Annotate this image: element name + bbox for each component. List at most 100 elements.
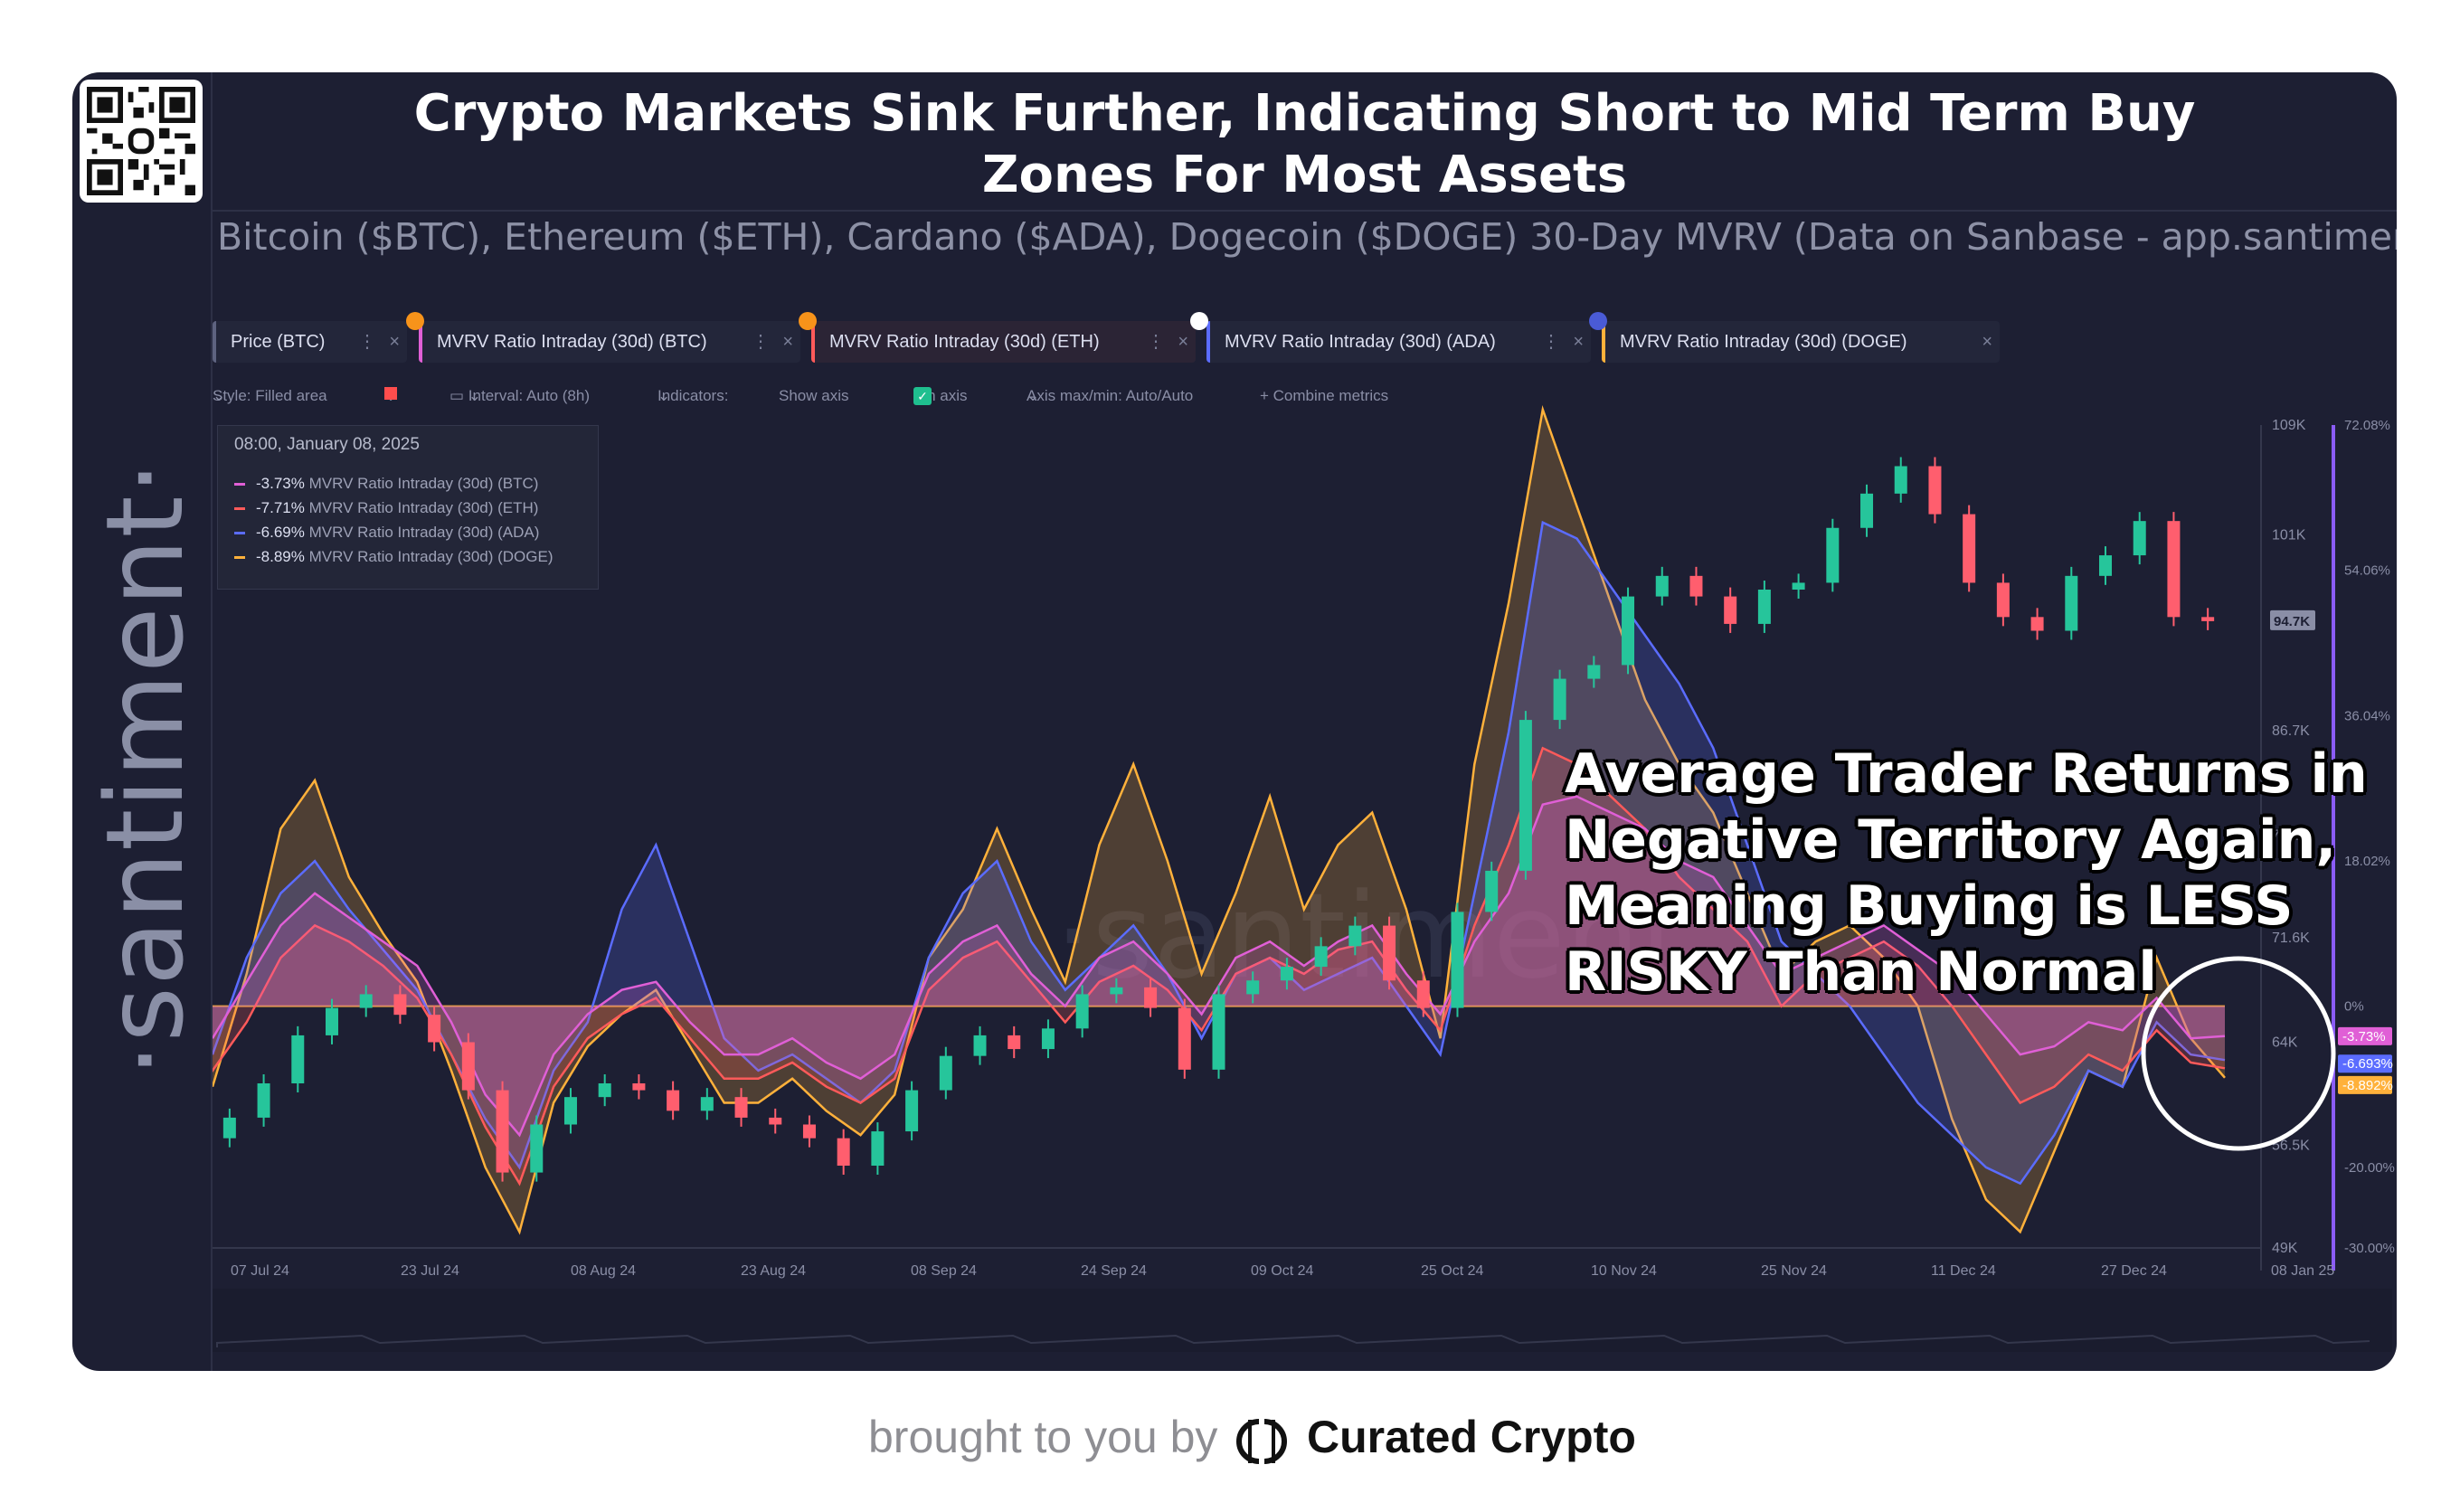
axis-minmax-select[interactable]: Axis max/min: Auto/Auto ⌄ xyxy=(1027,387,1194,404)
price-candle xyxy=(291,1035,305,1083)
qr-code[interactable] xyxy=(80,80,203,203)
price-candle xyxy=(1622,596,1635,666)
price-candle xyxy=(1928,466,1942,515)
mvrv-tick-label: -30.00% xyxy=(2344,1241,2395,1256)
more-icon[interactable]: ⋮ xyxy=(1147,332,1165,352)
indicators-select[interactable]: Indicators: ⌄ xyxy=(658,387,729,404)
price-tick-label: 71.6K xyxy=(2272,931,2310,946)
mvrv-tick-label: 36.04% xyxy=(2344,708,2390,723)
price-candle xyxy=(1757,590,1771,624)
price-candle xyxy=(667,1090,680,1111)
annotation-line: Negative Territory Again, xyxy=(1565,808,2337,872)
annotation-line: Meaning Buying is LESS xyxy=(1565,874,2294,938)
price-candle xyxy=(973,1035,987,1056)
current-price-badge xyxy=(2270,610,2315,630)
price-candle xyxy=(359,994,373,1008)
price-candle xyxy=(1314,946,1328,968)
price-candle xyxy=(2030,617,2044,631)
legend-row-doge: -8.89% MVRV Ratio Intraday (30d) (DOGE) xyxy=(234,548,554,566)
series-area xyxy=(213,409,2225,1233)
price-candle xyxy=(2201,617,2215,621)
price-candle xyxy=(1280,967,1293,981)
close-icon[interactable]: × xyxy=(1573,332,1584,352)
price-candle xyxy=(939,1055,952,1091)
header: Crypto Markets Sink Further, Indicating … xyxy=(213,72,2397,212)
mvrv-tick-label: -20.00% xyxy=(2344,1160,2395,1176)
price-candle xyxy=(1724,596,1737,624)
combine-metrics-button[interactable]: + Combine metrics xyxy=(1260,387,1389,404)
price-candle xyxy=(598,1083,611,1098)
x-tick-label: 24 Sep 24 xyxy=(1081,1263,1147,1279)
price-candle xyxy=(496,1090,509,1173)
price-candle xyxy=(905,1090,919,1132)
price-candle xyxy=(1075,994,1089,1029)
santiment-vertical-logo: ·santiment· xyxy=(82,459,207,1078)
tab-mvrv-btc[interactable]: MVRV Ratio Intraday (30d) (BTC) ⋮ × xyxy=(406,312,800,363)
tab-mvrv-ada[interactable]: MVRV Ratio Intraday (30d) (ADA) ⋮ × xyxy=(1190,312,1591,363)
mvrv-tick-label: 54.06% xyxy=(2344,563,2390,579)
color-picker[interactable]: ⌄ xyxy=(384,387,397,405)
x-tick-label: 23 Aug 24 xyxy=(741,1263,806,1279)
tab-mvrv-doge[interactable]: MVRV Ratio Intraday (30d) (DOGE) × xyxy=(1589,312,2000,363)
price-candle xyxy=(1553,678,1566,721)
tab-label: MVRV Ratio Intraday (30d) (BTC) xyxy=(437,332,707,352)
legend-swatch xyxy=(234,556,245,560)
more-icon[interactable]: ⋮ xyxy=(1542,332,1560,352)
price-candle xyxy=(871,1131,885,1166)
price-candle xyxy=(1519,720,1532,871)
legend-swatch xyxy=(234,483,245,487)
interval-select[interactable]: ▭ Interval: Auto (8h) ⌄ xyxy=(449,387,590,404)
chart-canvas: ·santiment·santiment109K101K86.7K79.1K71… xyxy=(211,404,2395,1357)
series-line xyxy=(211,520,2226,1186)
price-candle xyxy=(257,1083,270,1118)
highlight-circle xyxy=(2141,956,2336,1151)
x-tick-label: 27 Dec 24 xyxy=(2101,1263,2167,1279)
price-candle xyxy=(1110,987,1123,995)
tab-mvrv-eth[interactable]: MVRV Ratio Intraday (30d) (ETH) ⋮ × xyxy=(799,312,1196,363)
footer-byline: brought to you by xyxy=(868,1412,1218,1462)
tab-label: MVRV Ratio Intraday (30d) (ETH) xyxy=(829,332,1100,352)
series-line xyxy=(211,746,2226,1186)
annotation-line: Average Trader Returns in xyxy=(1565,742,2368,806)
legend-row-btc: -3.73% MVRV Ratio Intraday (30d) (BTC) xyxy=(234,475,538,493)
checkbox-checked-icon[interactable]: ✓ xyxy=(913,387,932,405)
price-candle xyxy=(1587,665,1601,679)
more-icon[interactable]: ⋮ xyxy=(752,332,770,352)
tab-label: MVRV Ratio Intraday (30d) (ADA) xyxy=(1225,332,1496,352)
close-icon[interactable]: × xyxy=(1178,332,1188,352)
price-candle xyxy=(1178,1007,1191,1070)
x-tick-label: 07 Jul 24 xyxy=(231,1263,289,1279)
more-icon[interactable]: ⋮ xyxy=(358,332,376,352)
price-tick-label: 56.5K xyxy=(2272,1138,2310,1153)
price-candle xyxy=(802,1124,816,1139)
price-tick-label: 109K xyxy=(2272,418,2306,433)
show-axis-toggle[interactable]: Show axis xyxy=(779,387,849,404)
close-icon[interactable]: × xyxy=(389,332,400,352)
price-candle xyxy=(1041,1028,1055,1050)
price-candle xyxy=(1416,980,1430,1008)
price-candle xyxy=(734,1097,748,1118)
left-sidebar: ·santiment· xyxy=(72,72,213,1371)
mvrv-current-badge xyxy=(2338,1075,2392,1094)
legend-row-ada: -6.69% MVRV Ratio Intraday (30d) (ADA) xyxy=(234,524,539,542)
legend-row-eth: -7.71% MVRV Ratio Intraday (30d) (ETH) xyxy=(234,499,538,517)
price-candle xyxy=(1383,925,1396,981)
price-candle xyxy=(325,1007,338,1035)
price-candle xyxy=(1485,870,1499,912)
mvrv-tick-label: 72.08% xyxy=(2344,418,2390,433)
close-icon[interactable]: × xyxy=(1982,332,1992,352)
price-tick-label: 79.1K xyxy=(2272,827,2310,843)
style-select[interactable]: Style: Filled area ⌄ xyxy=(213,387,327,404)
price-candle xyxy=(1008,1035,1021,1050)
mvrv-current-badge xyxy=(2338,1026,2392,1045)
x-tick-label: 11 Dec 24 xyxy=(1931,1263,1996,1279)
price-candle xyxy=(1246,980,1260,995)
mvrv-current-label: -6.693% xyxy=(2342,1056,2393,1072)
price-candle xyxy=(563,1097,577,1125)
price-candle xyxy=(1144,987,1158,1008)
close-icon[interactable]: × xyxy=(782,332,793,352)
tab-price-btc[interactable]: Price (BTC) ⋮ × xyxy=(213,321,407,363)
curated-crypto-logo-icon xyxy=(1236,1419,1287,1464)
chart-card: ·santiment·santiment109K101K86.7K79.1K71… xyxy=(72,72,2397,1371)
mvrv-current-badge xyxy=(2338,1054,2392,1073)
